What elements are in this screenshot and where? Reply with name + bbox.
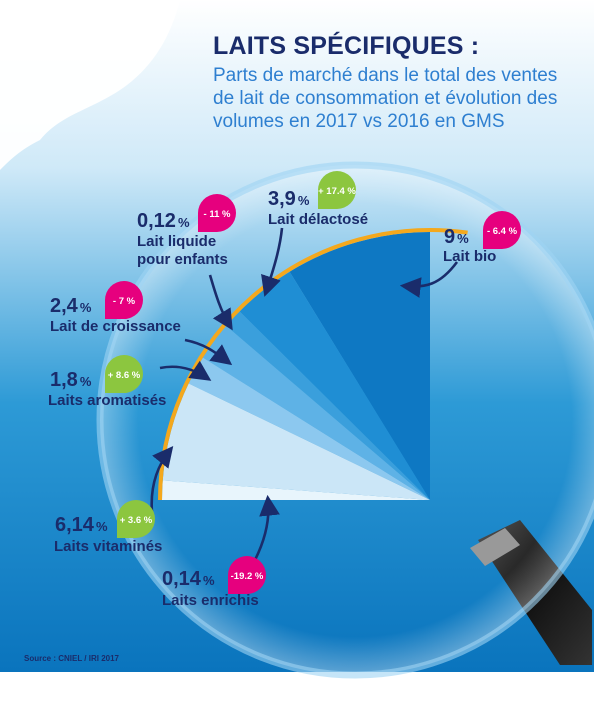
page-subtitle: Parts de marché dans le total des ventes…: [213, 65, 558, 132]
badge-laits-enrichis: -19.2 %: [228, 556, 266, 594]
badge-text-lait-croissance: - 7 %: [113, 296, 136, 307]
value-laits-vitamines: 6,14%: [55, 514, 108, 536]
milk-splash: [0, 0, 180, 170]
slice-lait-liquide-enfants: [226, 311, 430, 500]
badge-lait-liquide-enfants: - 11 %: [198, 194, 236, 232]
slice-laits-enrichis: [162, 480, 430, 500]
value-lait-croissance: 2,4%: [50, 295, 92, 317]
value-lait-bio: 9%: [444, 226, 469, 248]
badge-laits-aromatises: + 8.6 %: [105, 355, 143, 393]
slice-laits-aromatises: [188, 357, 430, 500]
badge-text-laits-vitamines: + 3.6 %: [120, 515, 153, 526]
badge-shape-laits-aromatises: [105, 355, 143, 393]
label-lait-bio: Lait bio: [443, 248, 497, 265]
slice-lait-croissance: [202, 325, 430, 500]
arrow-lait-bio: [399, 261, 459, 298]
badge-text-laits-aromatises: + 8.6 %: [108, 370, 141, 381]
badge-shape-laits-enrichis: [228, 556, 266, 594]
slice-lait-delactose: [239, 271, 430, 500]
label-laits-aromatises: Laits aromatisés: [48, 392, 167, 409]
value-laits-enrichis: 0,14%: [162, 568, 215, 590]
badge-shape-lait-bio: [483, 211, 521, 249]
badge-shape-lait-croissance: [105, 281, 143, 319]
slice-lait-bio: [289, 232, 430, 500]
badge-laits-vitamines: + 3.6 %: [117, 500, 155, 538]
badge-shape-lait-liquide-enfants: [198, 194, 236, 232]
label-laits-vitamines: Laits vitaminés: [54, 538, 163, 555]
pie-slices: [162, 232, 431, 500]
arrow-laits-enrichis: [253, 494, 280, 561]
badge-shape-laits-vitamines: [117, 500, 155, 538]
value-lait-delactose: 3,9%: [268, 188, 310, 210]
badge-text-lait-liquide-enfants: - 11 %: [204, 209, 231, 220]
badge-text-laits-enrichis: -19.2 %: [231, 571, 264, 582]
arrow-lait-delactose: [261, 227, 284, 297]
label-lait-croissance: Lait de croissance: [50, 318, 181, 335]
label-lait-liquide-enfants-1: Lait liquide: [137, 233, 217, 250]
change-badges: - 6.4 % + 17.4 % - 11 % - 7 % + 8.6 % + 3.6 %…: [105, 171, 521, 594]
page-title: LAITS SPÉCIFIQUES :: [213, 32, 480, 60]
label-lait-liquide-enfants-2: pour enfants: [137, 251, 228, 268]
arrow-lait-croissance: [184, 338, 233, 366]
badge-text-lait-delactose: + 17.4 %: [318, 186, 356, 197]
label-laits-enrichis: Laits enrichis: [162, 592, 259, 609]
badge-lait-bio: - 6.4 %: [483, 211, 521, 249]
badge-lait-delactose: + 17.4 %: [318, 171, 356, 209]
badge-lait-croissance: - 7 %: [105, 281, 143, 319]
badge-shape-lait-delactose: [318, 171, 356, 209]
outer-arc: [158, 228, 468, 501]
callout-arrows: [150, 227, 459, 561]
slice-laits-vitamines: [162, 383, 431, 500]
arrow-laits-aromatises: [159, 360, 212, 381]
badge-text-lait-bio: - 6.4 %: [487, 226, 518, 237]
value-laits-aromatises: 1,8%: [50, 369, 92, 391]
arrow-lait-liquide-enfants: [208, 274, 233, 331]
label-lait-delactose: Lait délactosé: [268, 211, 369, 228]
arrow-laits-vitamines: [150, 445, 174, 513]
source-note: Source : CNIEL / IRI 2017: [24, 654, 119, 663]
value-lait-liquide-enfants: 0,12%: [137, 210, 190, 232]
